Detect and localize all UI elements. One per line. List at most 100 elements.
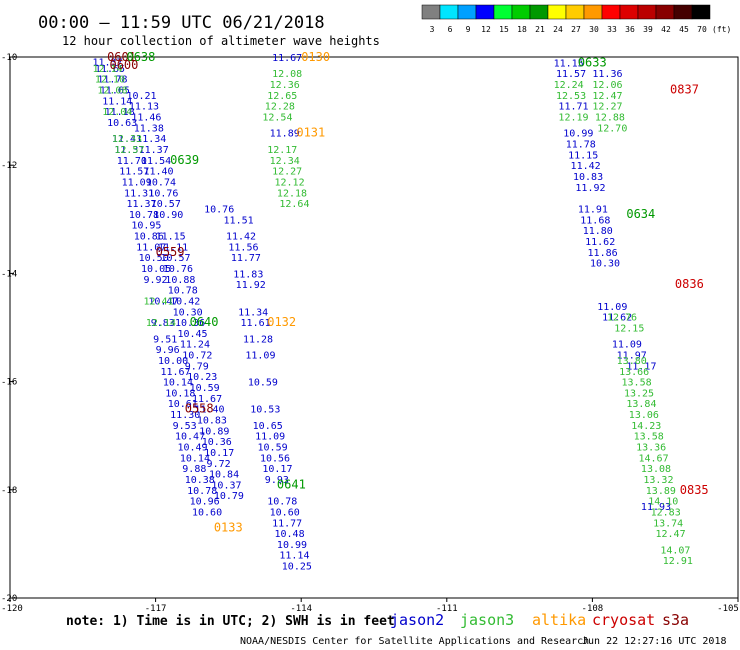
y-tick-label: -12 — [1, 161, 17, 171]
wave-height-point: 12.33 — [112, 134, 142, 145]
wave-height-point: 11.37 — [114, 145, 144, 156]
wave-height-point: 11.71 — [558, 102, 588, 113]
wave-height-point: 10.60 — [192, 507, 222, 518]
wave-height-point: 10.59 — [248, 378, 278, 389]
y-tick-label: -14 — [1, 269, 17, 279]
wave-height-point: 12.41 — [143, 296, 173, 307]
wave-height-point: 12.27 — [592, 102, 622, 113]
colorbar-swatch — [565, 4, 585, 20]
wave-height-point: 11.15 — [568, 150, 598, 161]
wave-height-point: 11.24 — [180, 340, 210, 351]
pass-time-label: 0600 — [109, 58, 138, 72]
wave-height-point: 10.56 — [260, 453, 290, 464]
wave-height-point: 10.57 — [160, 253, 190, 264]
wave-height-point: 10.76 — [163, 264, 193, 275]
wave-height-point: 10.99 — [563, 129, 593, 140]
wave-height-point: 11.67 — [272, 53, 302, 64]
wave-height-point: 11.11 — [158, 242, 188, 253]
wave-height-point: 11.09 — [255, 432, 285, 443]
colorbar-swatch — [619, 4, 639, 20]
colorbar-label: 39 — [643, 25, 653, 34]
wave-height-point: 9.93 — [265, 475, 289, 486]
wave-height-point: 11.07 — [136, 242, 166, 253]
y-tick-label: -18 — [1, 486, 17, 496]
wave-height-point: 10.53 — [250, 405, 280, 416]
wave-height-point: 13.36 — [636, 443, 666, 454]
wave-height-point: 11.61 — [241, 318, 271, 329]
wave-height-point: 11.28 — [243, 334, 273, 345]
x-tick-label: -108 — [582, 604, 604, 614]
wave-height-point: 10.79 — [214, 491, 244, 502]
colorbar-label: 70 — [697, 25, 707, 34]
wave-height-point: 12.34 — [270, 156, 300, 167]
colorbar-label: 15 — [499, 25, 509, 34]
colorbar-label: 21 — [535, 25, 545, 34]
wave-height-point: 9.79 — [185, 361, 209, 372]
wave-height-point: 11.65 — [95, 64, 125, 75]
wave-height-point: 10.76 — [148, 188, 178, 199]
wave-height-point: 11.09 — [122, 177, 152, 188]
x-tick-label: -117 — [145, 604, 167, 614]
chart-subtitle: 12 hour collection of altimeter wave hei… — [62, 34, 380, 48]
wave-height-point: 10.57 — [151, 199, 181, 210]
wave-height-point: 9.88 — [182, 464, 206, 475]
wave-height-point: 10.47 — [148, 296, 178, 307]
wave-height-point: 10.30 — [590, 259, 620, 270]
colorbar-swatch — [637, 4, 657, 20]
wave-height-point: 10.30 — [173, 307, 203, 318]
wave-height-point: 11.30 — [170, 410, 200, 421]
wave-height-point: 10.86 — [134, 232, 164, 243]
timestamp-text: Jun 22 12:27:16 UTC 2018 — [582, 636, 727, 647]
wave-height-point: 10.47 — [175, 432, 205, 443]
wave-height-point: 12.18 — [277, 188, 307, 199]
wave-height-point: 11.77 — [272, 518, 302, 529]
colorbar-swatch — [439, 4, 459, 20]
wave-height-point: 10.63 — [107, 118, 137, 129]
x-tick-label: -120 — [1, 604, 23, 614]
x-tick-label: -105 — [717, 604, 739, 614]
wave-height-point: 12.57 — [114, 145, 144, 156]
wave-height-point: 14.67 — [639, 453, 669, 464]
wave-height-point: 11.15 — [554, 58, 584, 69]
wave-height-point: 11.34 — [238, 307, 268, 318]
wave-height-point: 11.37 — [139, 145, 169, 156]
wave-height-point: 10.90 — [153, 210, 183, 221]
wave-height-point: 11.91 — [578, 204, 608, 215]
wave-height-point: 9.51 — [153, 334, 177, 345]
wave-height-point: 12.36 — [270, 80, 300, 91]
wave-height-point: 9.72 — [207, 459, 231, 470]
wave-height-point: 13.74 — [653, 518, 683, 529]
pass-time-label: 0837 — [670, 82, 699, 96]
wave-height-point: 10.72 — [182, 351, 212, 362]
wave-height-point: 10.78 — [168, 286, 198, 297]
pass-time-label: 0835 — [680, 483, 709, 497]
wave-height-point: 10.95 — [131, 221, 161, 232]
wave-height-point: 10.00 — [158, 356, 188, 367]
wave-height-point: 10.83 — [573, 172, 603, 183]
wave-height-point: 10.89 — [199, 426, 229, 437]
plot-area: -120 -117 -114 -111 -108 -105 -10 -12 -14 -16 -18 -… — [1, 50, 739, 614]
colorbar-label: 24 — [553, 25, 563, 34]
wave-height-point: 10.60 — [270, 507, 300, 518]
legend-item-jason2: jason2 — [390, 611, 444, 629]
wave-height-point: 13.66 — [619, 367, 649, 378]
y-tick-label: -20 — [1, 594, 17, 604]
wave-height-point: 11.68 — [580, 215, 610, 226]
legend-item-s3a: s3a — [662, 611, 689, 629]
wave-height-point: 10.88 — [165, 275, 195, 286]
colorbar-label: 33 — [607, 25, 617, 34]
wave-height-point: 10.50 — [139, 253, 169, 264]
wave-height-point: 10.59 — [190, 383, 220, 394]
colorbar-label: 6 — [448, 25, 453, 34]
wave-height-point: 10.37 — [211, 480, 241, 491]
wave-height-point: 11.18 — [105, 107, 135, 118]
wave-height-point: 13.89 — [646, 486, 676, 497]
wave-height-point: 14.07 — [660, 545, 690, 556]
wave-height-point: 12.17 — [267, 145, 297, 156]
pass-time-label: 0640 — [190, 315, 219, 329]
wave-height-point: 11.38 — [134, 123, 164, 134]
wave-height-point: 11.78 — [566, 140, 596, 151]
wave-height-point: 12.06 — [592, 80, 622, 91]
wave-height-point: 11.37 — [93, 57, 123, 68]
wave-height-point: 12.14 — [146, 318, 176, 329]
